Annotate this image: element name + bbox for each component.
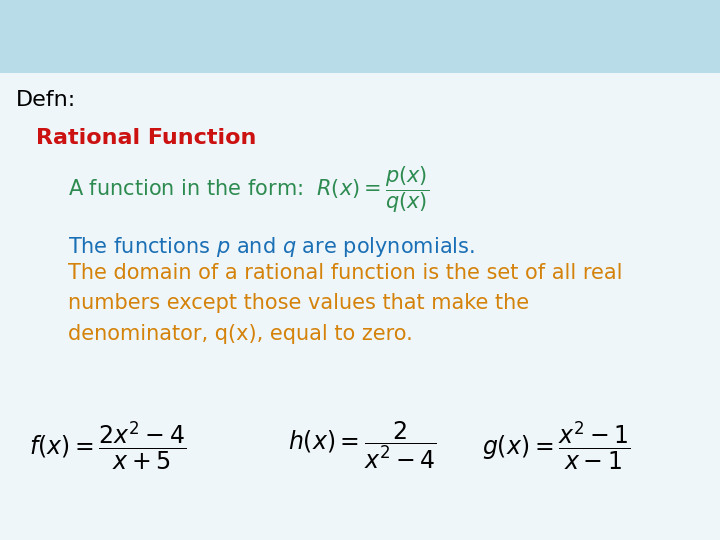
Text: The domain of a rational function is the set of all real
numbers except those va: The domain of a rational function is the… bbox=[68, 263, 623, 344]
Text: The functions $p$ and $q$ are polynomials.: The functions $p$ and $q$ are polynomial… bbox=[68, 235, 475, 259]
Text: Defn:: Defn: bbox=[16, 90, 76, 110]
Text: $h(x) = \dfrac{2}{x^2 - 4}$: $h(x) = \dfrac{2}{x^2 - 4}$ bbox=[288, 420, 437, 471]
Text: $g(x) = \dfrac{x^2 - 1}{x - 1}$: $g(x) = \dfrac{x^2 - 1}{x - 1}$ bbox=[482, 419, 631, 472]
Text: Section 5.2 – Properties of Rational Functions: Section 5.2 – Properties of Rational Fun… bbox=[20, 23, 700, 50]
Text: $f(x) = \dfrac{2x^2 - 4}{x + 5}$: $f(x) = \dfrac{2x^2 - 4}{x + 5}$ bbox=[29, 419, 186, 472]
Text: Rational Function: Rational Function bbox=[36, 127, 256, 148]
Text: A function in the form:  $R(x) = \dfrac{p(x)}{q(x)}$: A function in the form: $R(x) = \dfrac{p… bbox=[68, 165, 429, 215]
